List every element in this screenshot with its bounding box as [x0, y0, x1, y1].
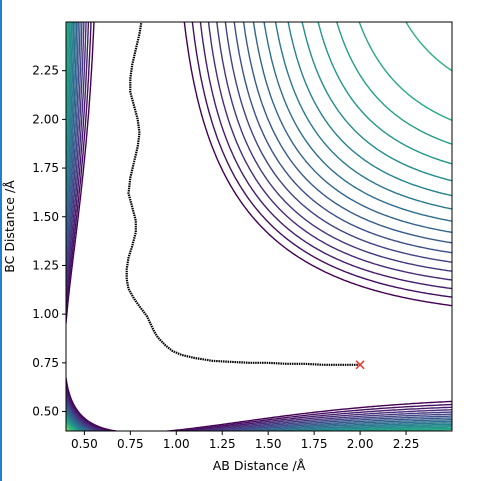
contour-line [66, 22, 452, 431]
contour-line [66, 22, 452, 431]
x-tick-label: 1.00 [163, 437, 190, 451]
contour-line [66, 22, 452, 431]
plot-frame [65, 21, 453, 432]
x-axis-ticks: 0.50 0.75 1.00 1.25 1.50 1.75 2.00 2.25 [71, 431, 419, 451]
y-axis-ticks: 0.50 0.75 1.00 1.25 1.50 1.75 2.00 2.25 [32, 64, 66, 419]
end-point-marker [355, 360, 365, 370]
contour-line [66, 22, 452, 431]
x-marker [355, 360, 365, 370]
x-tick-label: 1.75 [301, 437, 328, 451]
contour-line [66, 22, 452, 431]
contour-line [66, 22, 452, 431]
contour-line [66, 22, 452, 431]
contour-line [66, 22, 452, 431]
contour-lines [66, 22, 452, 431]
x-tick-label: 2.00 [347, 437, 374, 451]
y-tick-label: 1.00 [32, 307, 59, 321]
y-axis-label: BC Distance /Å [2, 180, 17, 273]
contour-line [66, 22, 452, 431]
contour-line [66, 22, 452, 431]
y-tick-label: 1.75 [32, 161, 59, 175]
y-tick-label: 0.75 [32, 356, 59, 370]
contour-line [66, 22, 452, 431]
y-tick-label: 2.25 [32, 64, 59, 78]
y-tick-label: 2.00 [32, 112, 59, 126]
x-tick-label: 0.50 [71, 437, 98, 451]
y-tick-label: 0.50 [32, 405, 59, 419]
x-tick-label: 1.25 [209, 437, 236, 451]
left-edge-bar [0, 0, 2, 481]
contour-line [66, 22, 452, 431]
x-tick-label: 1.50 [255, 437, 282, 451]
x-axis-label: AB Distance /Å [213, 458, 306, 473]
contour-line [66, 22, 452, 431]
y-tick-label: 1.25 [32, 258, 59, 272]
y-tick-label: 1.50 [32, 210, 59, 224]
contour-line [66, 22, 452, 431]
contour-line [66, 22, 452, 431]
contour-line [66, 22, 452, 431]
x-tick-label: 2.25 [393, 437, 420, 451]
contour-line [66, 22, 452, 431]
x-tick-label: 0.75 [117, 437, 144, 451]
